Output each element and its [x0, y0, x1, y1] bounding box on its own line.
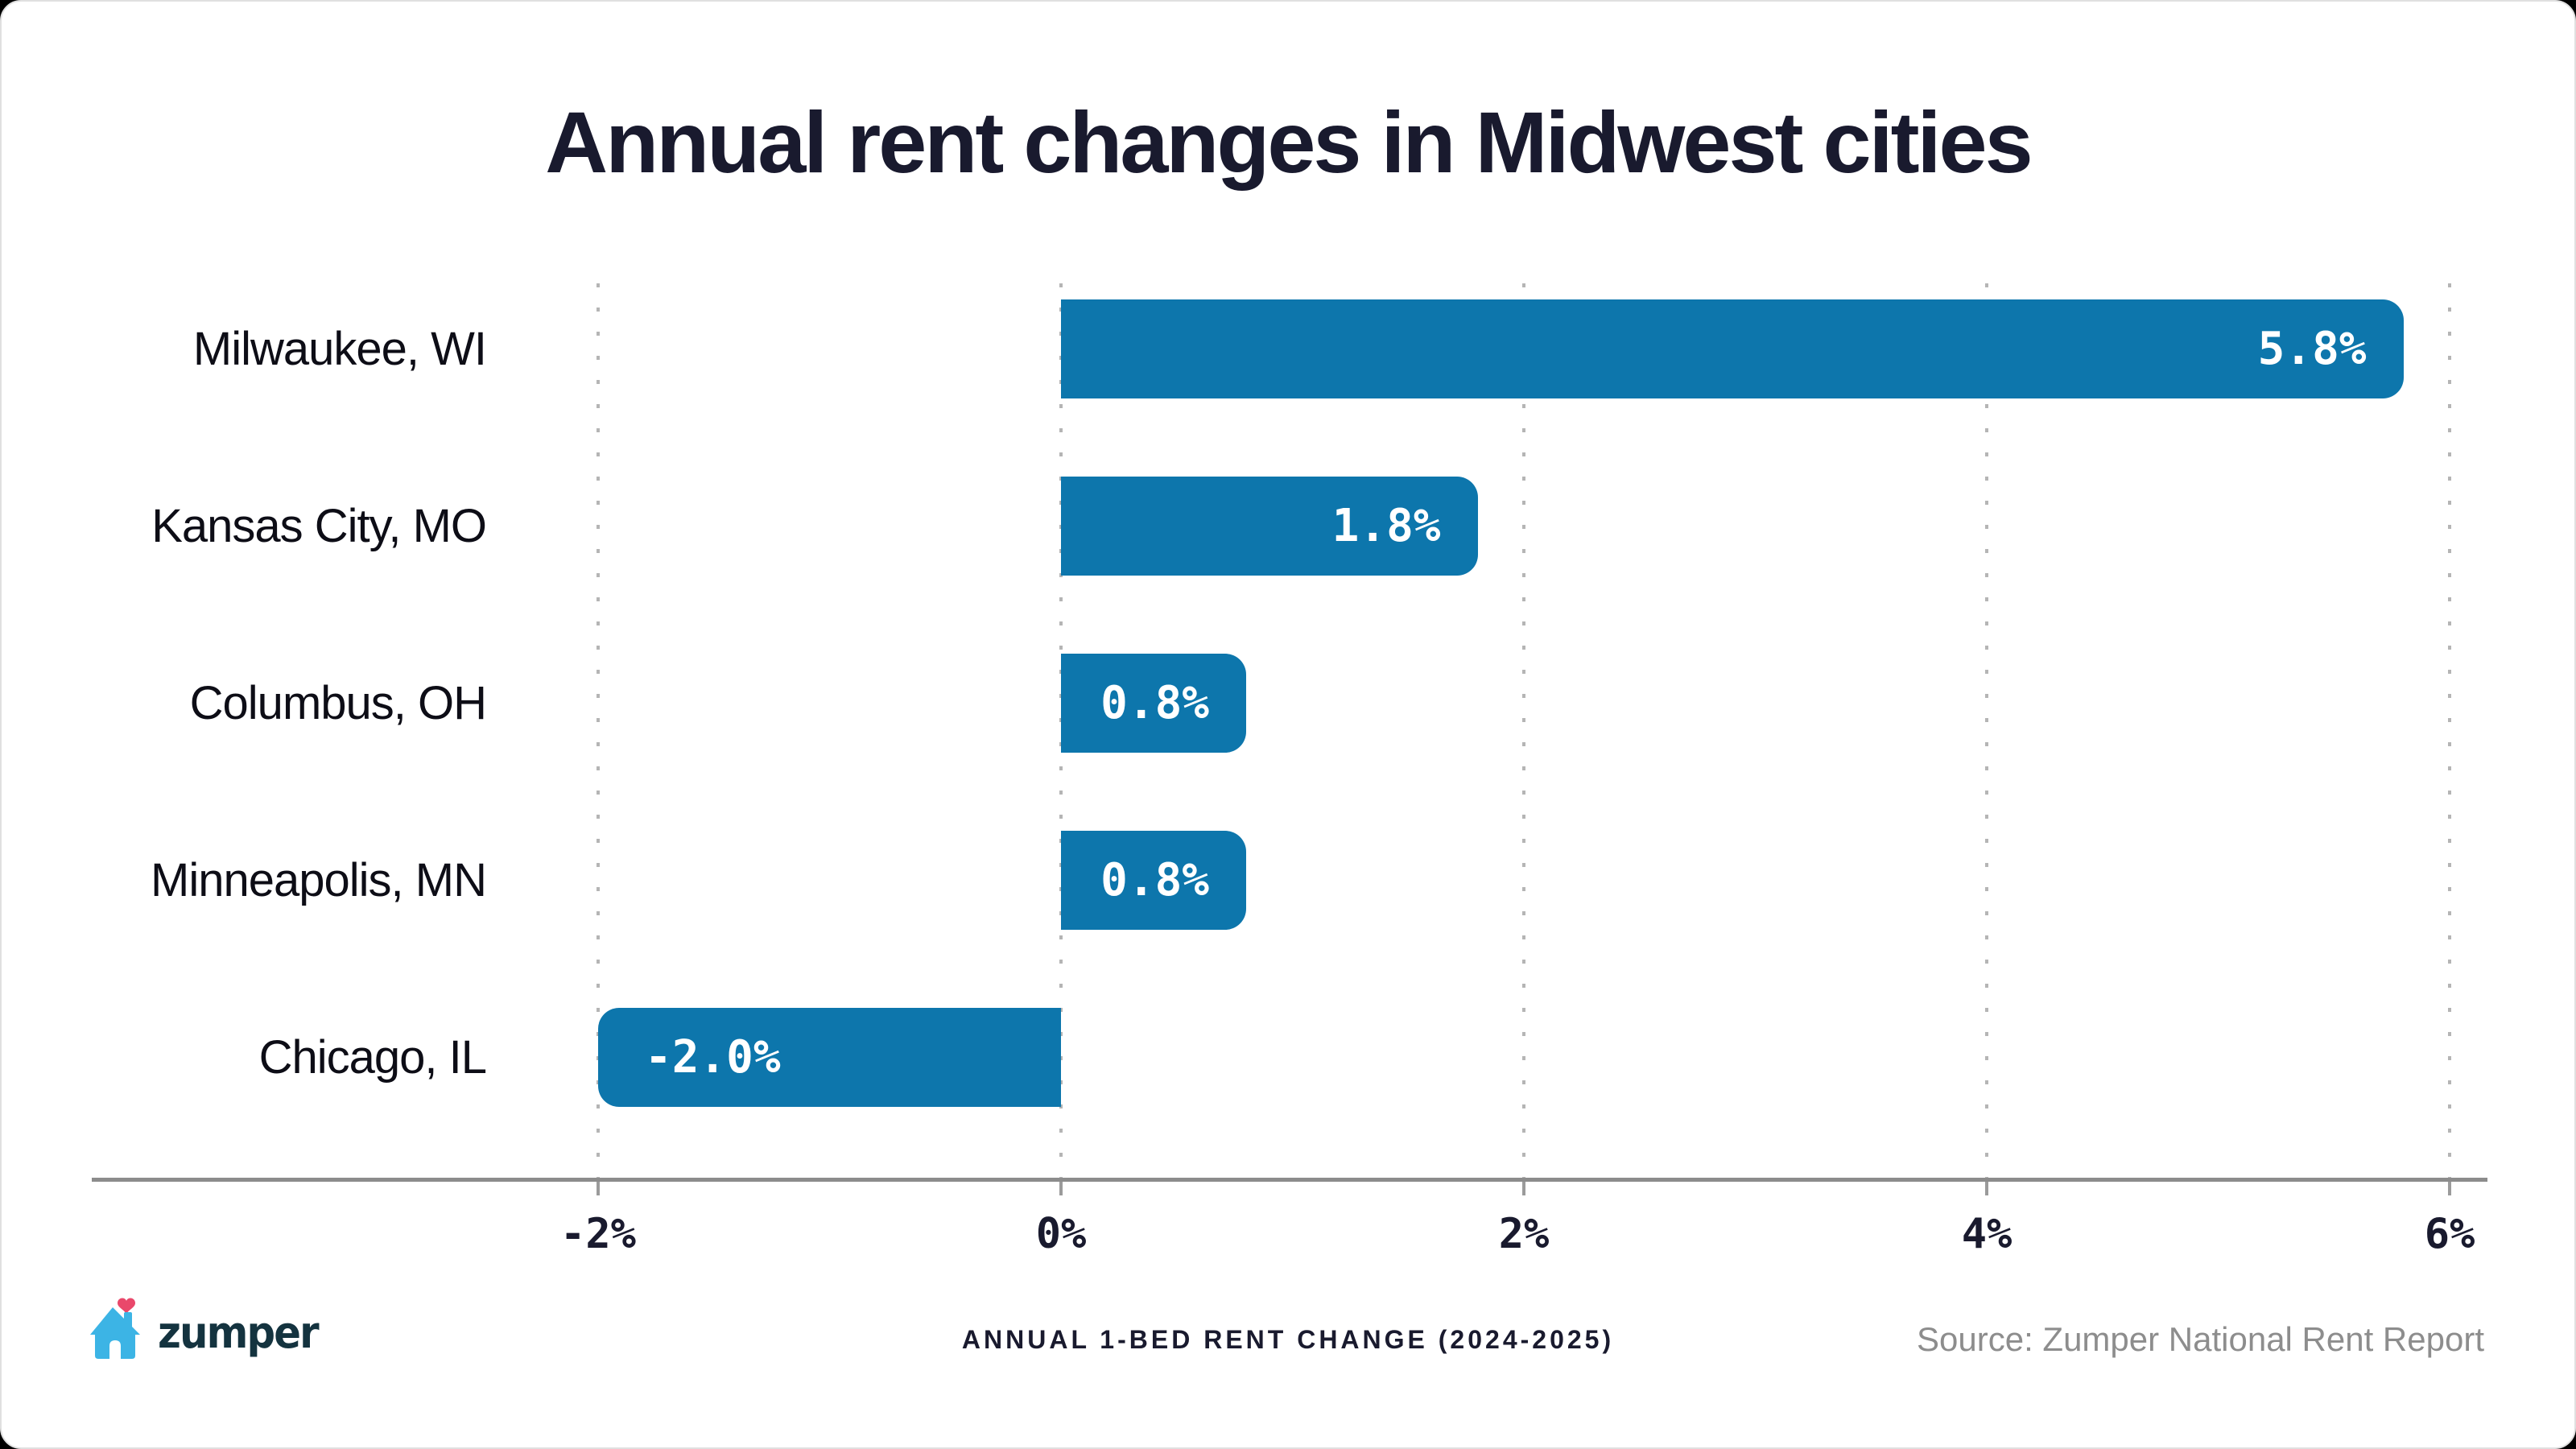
- category-label: Chicago, IL: [258, 1031, 487, 1084]
- category-label: Minneapolis, MN: [151, 854, 487, 906]
- axis-tick: [1985, 1182, 1988, 1195]
- bar-row-chicago: Chicago, IL -2.0%: [2, 1008, 2574, 1107]
- house-body: [90, 1307, 140, 1359]
- category-label: Kansas City, MO: [151, 500, 487, 552]
- gridline-6pct: [2448, 283, 2451, 1178]
- axis-tick-label: 6%: [2424, 1210, 2475, 1258]
- zumper-house-icon: [90, 1298, 140, 1359]
- bar-row-columbus: Columbus, OH 0.8%: [2, 654, 2574, 753]
- chart-title: Annual rent changes in Midwest cities: [545, 93, 2033, 191]
- bar-value-label: 5.8%: [2257, 323, 2367, 375]
- bar-kansas-city: 1.8%: [1061, 477, 1478, 576]
- zumper-logo: zumper: [89, 1296, 332, 1364]
- gridline-4pct: [1985, 283, 1988, 1178]
- bar-value-label: 0.8%: [1100, 854, 1209, 906]
- axis-tick: [1059, 1182, 1063, 1195]
- bar-value-label: 0.8%: [1100, 677, 1209, 729]
- axis-tick-label: 4%: [1961, 1210, 2013, 1258]
- axis-tick: [1522, 1182, 1525, 1195]
- axis-tick-label: -2%: [560, 1210, 636, 1258]
- category-label: Columbus, OH: [189, 677, 487, 729]
- gridline-2pct: [1522, 283, 1525, 1178]
- source-note: Source: Zumper National Rent Report: [1917, 1320, 2484, 1358]
- axis-tick-label: 2%: [1498, 1210, 1550, 1258]
- bar-value-label: 1.8%: [1331, 500, 1441, 552]
- gridline-minus-2pct: [597, 283, 600, 1178]
- x-axis-line: [92, 1178, 2487, 1182]
- bar-row-minneapolis: Minneapolis, MN 0.8%: [2, 831, 2574, 930]
- bar-row-kansas-city: Kansas City, MO 1.8%: [2, 477, 2574, 576]
- zumper-wordmark: zumper: [158, 1307, 320, 1358]
- door: [109, 1340, 121, 1359]
- axis-tick-label: 0%: [1035, 1210, 1087, 1258]
- heart-icon: [118, 1298, 135, 1314]
- category-label: Milwaukee, WI: [192, 323, 487, 375]
- bar-value-label: -2.0%: [645, 1031, 781, 1084]
- bar-milwaukee: 5.8%: [1061, 299, 2404, 398]
- bar-minneapolis: 0.8%: [1061, 831, 1246, 930]
- bar-chicago: -2.0%: [598, 1008, 1061, 1107]
- axis-tick: [2448, 1182, 2451, 1195]
- axis-tick: [597, 1182, 600, 1195]
- bar-row-milwaukee: Milwaukee, WI 5.8%: [2, 299, 2574, 398]
- bar-columbus: 0.8%: [1061, 654, 1246, 753]
- footer-caption: ANNUAL 1-BED RENT CHANGE (2024-2025): [961, 1325, 1615, 1354]
